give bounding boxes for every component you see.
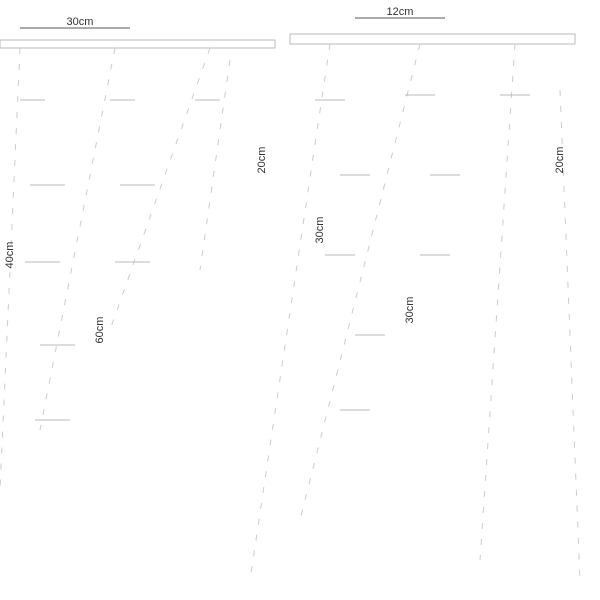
dimension-label: 20cm (256, 147, 268, 174)
dimension-label: 30cm (67, 16, 94, 28)
dimension-label: 20cm (554, 147, 566, 174)
wire-drawing (0, 17, 581, 581)
top-wire-right (289, 33, 576, 45)
dimension-label: 30cm (314, 217, 326, 244)
dimension-label: 40cm (4, 242, 16, 269)
dimension-label: 30cm (404, 297, 416, 324)
dimension-label: 60cm (94, 317, 106, 344)
top-wire-left (0, 39, 276, 49)
bulbs (20, 94, 530, 421)
drop-strands (0, 43, 581, 581)
dimension-label: 12cm (387, 6, 414, 18)
